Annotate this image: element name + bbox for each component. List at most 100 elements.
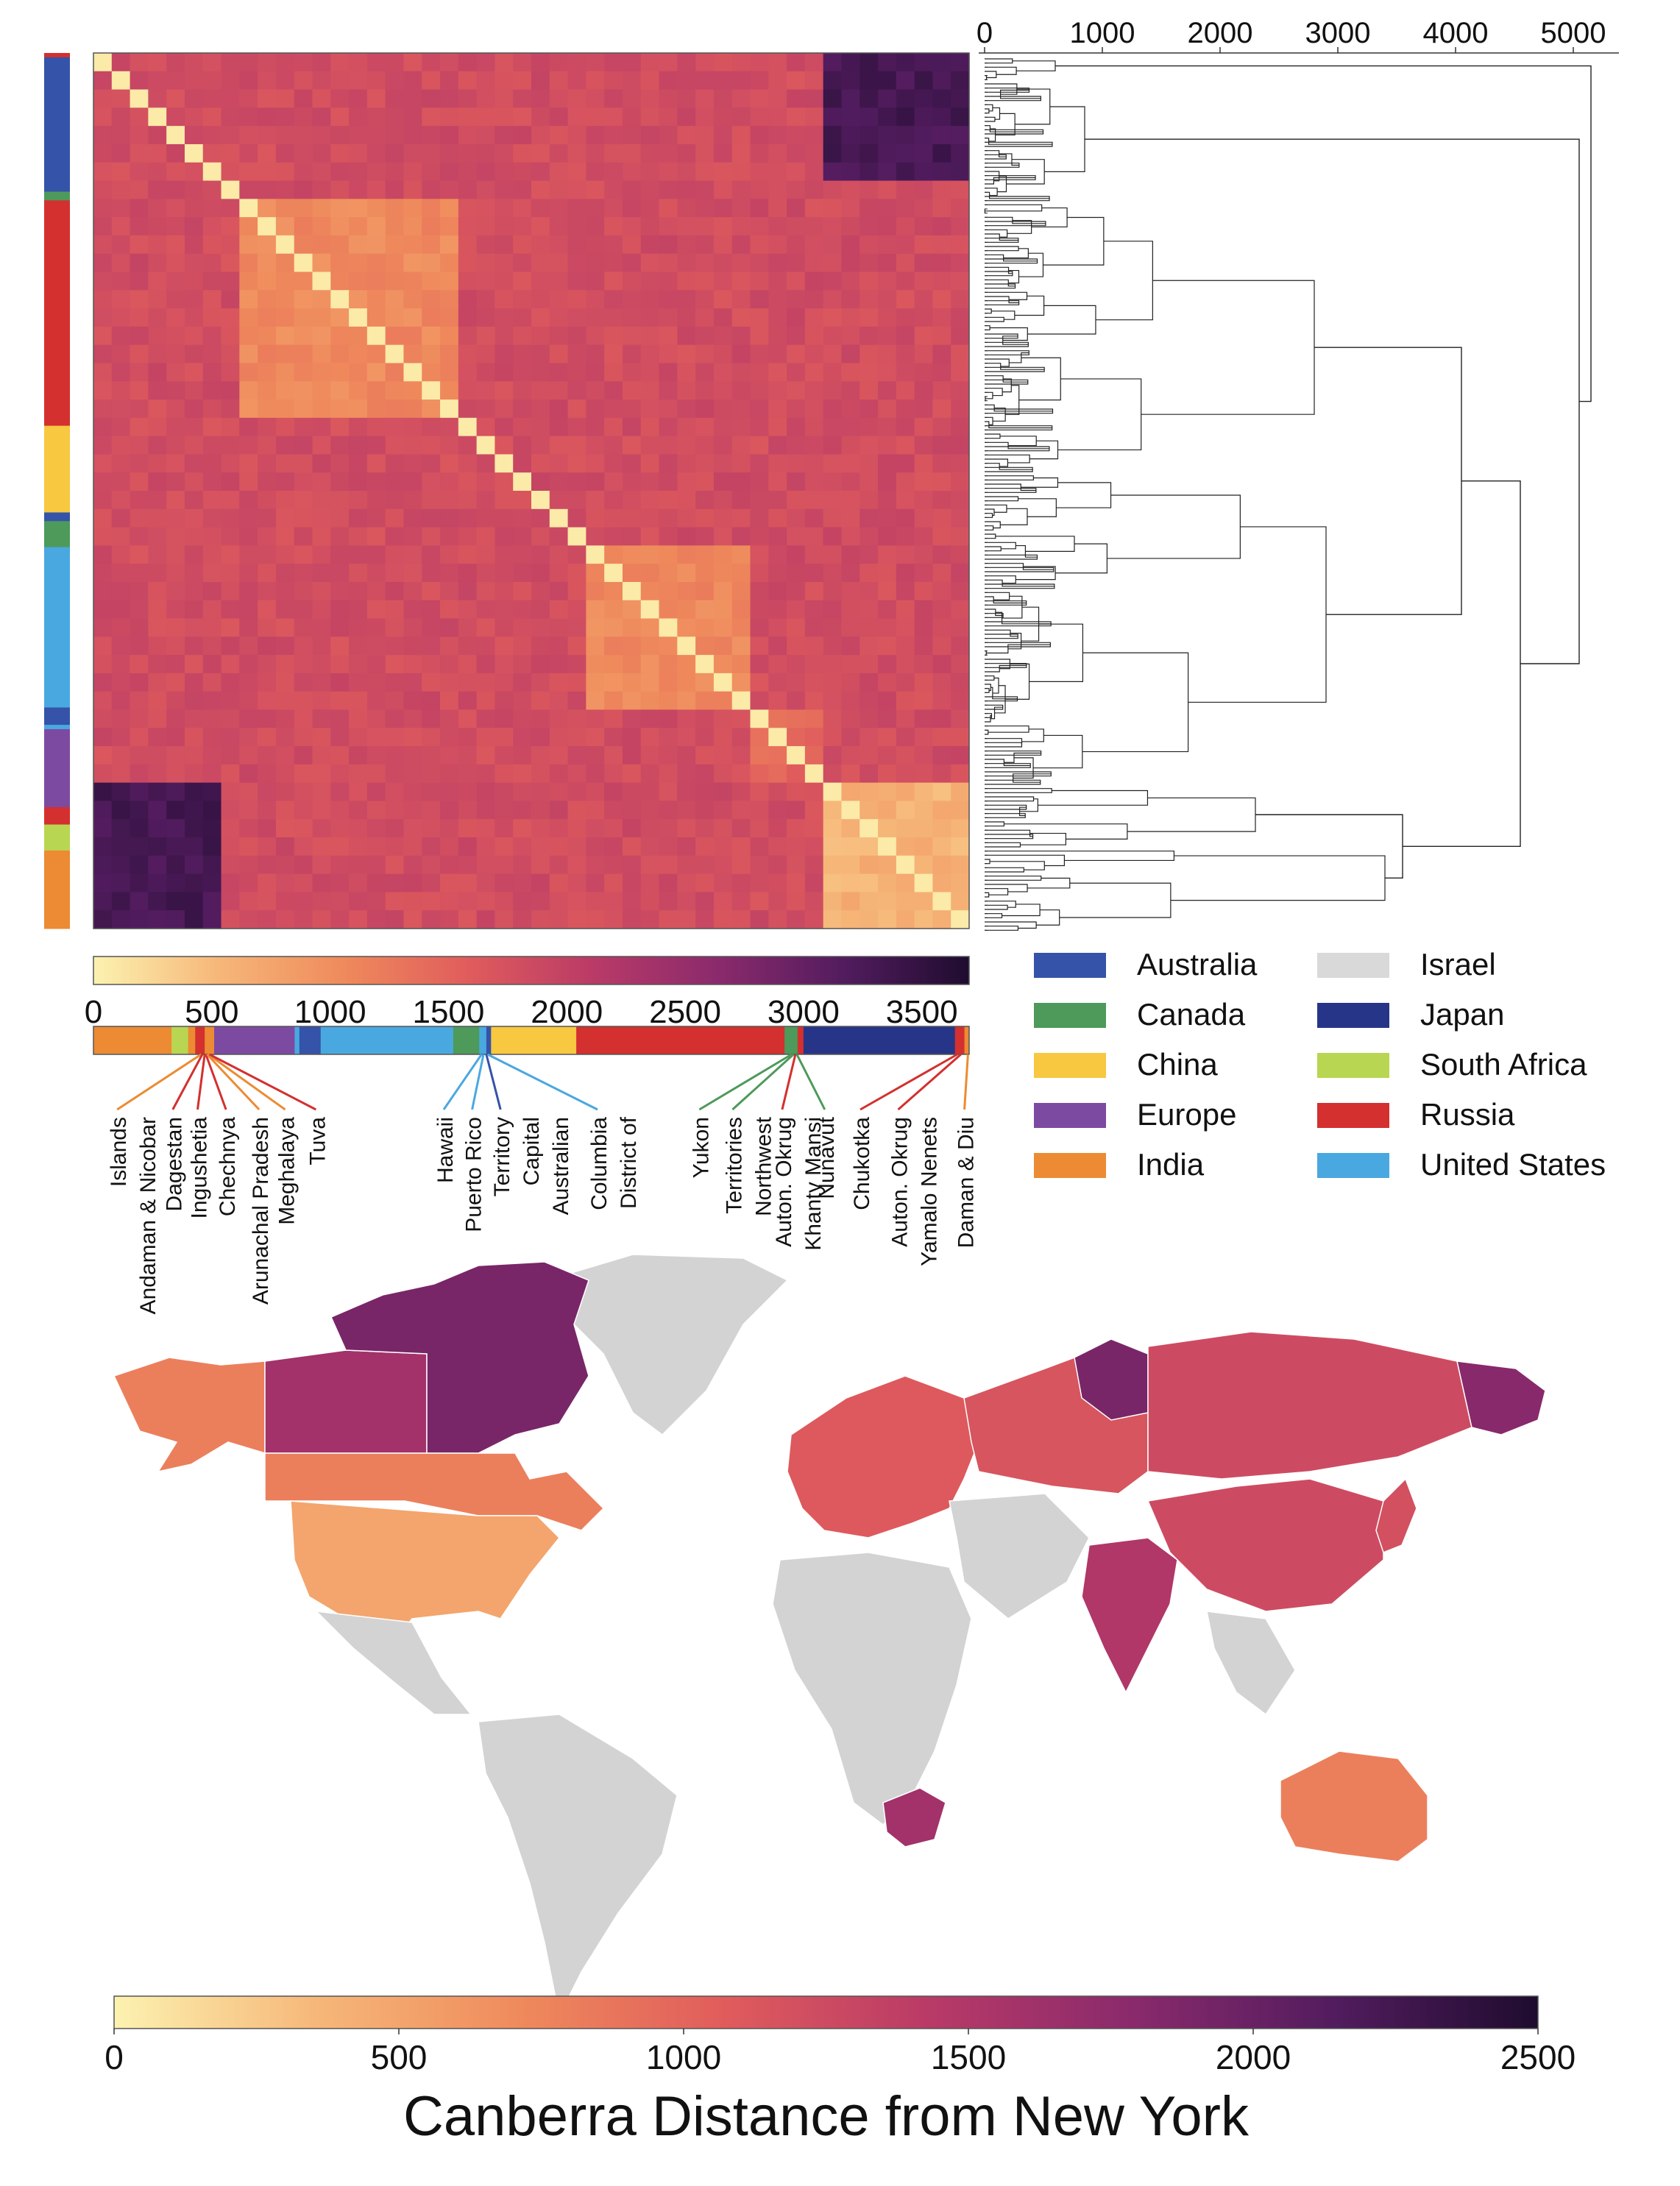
heatmap-cell [531, 253, 550, 273]
heatmap-cell [622, 199, 642, 218]
dendrogram-link [985, 266, 1013, 274]
heatmap-cell [202, 491, 222, 510]
heatmap-cell [531, 491, 550, 510]
heatmap-cell [677, 746, 696, 765]
heatmap-cell [914, 564, 934, 583]
heatmap-cell [166, 472, 185, 492]
heatmap-cell [111, 180, 131, 199]
heatmap-cell [349, 381, 368, 400]
heatmap-cell [422, 600, 441, 620]
heatmap-cell [860, 253, 879, 273]
heatmap-cell [804, 782, 824, 802]
heatmap-cell [860, 381, 879, 400]
heatmap-cell [184, 910, 204, 929]
heatmap-cell [823, 344, 843, 364]
callout-leader [897, 1053, 962, 1111]
heatmap-cell [531, 691, 550, 711]
heatmap-cell [239, 910, 258, 929]
heatmap-cell [403, 527, 422, 546]
heatmap-cell [878, 107, 897, 127]
heatmap-cell [586, 235, 605, 255]
heatmap-cell [385, 873, 405, 893]
heatmap-cell [312, 253, 331, 273]
heatmap-cell [403, 855, 422, 875]
heatmap-cell [659, 855, 678, 875]
heatmap-cell [659, 89, 678, 108]
heatmap-cell [622, 308, 642, 327]
heatmap-cell [476, 417, 496, 437]
heatmap-cell [731, 910, 751, 929]
heatmap-cell [275, 472, 295, 492]
heatmap-cell [586, 290, 605, 309]
heatmap-cell [896, 491, 915, 510]
heatmap-cell [896, 600, 915, 620]
heatmap-cell [549, 618, 569, 637]
heatmap-cell [440, 53, 459, 72]
heatmap-cell [184, 527, 204, 546]
heatmap-cell [823, 253, 843, 273]
strip-segment-south-africa [171, 1026, 189, 1054]
heatmap-cell [731, 491, 751, 510]
heatmap-cell [823, 180, 843, 199]
heatmap-cell [403, 381, 422, 400]
heatmap-cell [804, 454, 824, 473]
heatmap-cell [768, 855, 787, 875]
dendrogram-link [985, 150, 1007, 157]
heatmap-cell [458, 764, 478, 784]
map-region-nunavut [330, 1261, 589, 1454]
heatmap-cell [804, 728, 824, 747]
heatmap-cell [787, 53, 806, 72]
heatmap-cell [312, 290, 331, 309]
dendrogram-link [1015, 88, 1051, 125]
heatmap-cell [804, 326, 824, 346]
heatmap-cell [549, 855, 569, 875]
heatmap-cell [385, 508, 405, 528]
heatmap-cell [914, 290, 934, 309]
strip-segment-japan [803, 1026, 956, 1054]
heatmap-cell [731, 564, 751, 583]
heatmap-cell [750, 782, 769, 802]
heatmap-cell [422, 709, 441, 728]
heatmap-cell [823, 873, 843, 893]
heatmap-cell [731, 508, 751, 528]
heatmap-cell [531, 272, 550, 291]
dendrogram-link [985, 521, 1001, 529]
heatmap-cell [403, 417, 422, 437]
map-region-africa [772, 1552, 972, 1825]
heatmap-cell [184, 564, 204, 583]
heatmap-cell [640, 728, 660, 747]
strip-segment-india [205, 1026, 215, 1054]
heatmap-cell [695, 837, 715, 856]
heatmap-cell [951, 837, 970, 856]
heatmap-cell [258, 71, 277, 91]
heatmap-cell [403, 819, 422, 838]
heatmap-cell [385, 326, 405, 346]
heatmap-cell [513, 600, 532, 620]
heatmap-cell [330, 691, 350, 711]
heatmap-cell [586, 417, 605, 437]
heatmap-cell [659, 527, 678, 546]
heatmap-cell [184, 545, 204, 564]
heatmap-cell [713, 308, 733, 327]
heatmap-cell [622, 89, 642, 108]
map-region-siberia [1147, 1331, 1472, 1480]
heatmap-cell [932, 363, 951, 382]
heatmap-cell [531, 910, 550, 929]
heatmap-cell [677, 162, 696, 182]
strip-segment-europe [214, 1026, 295, 1054]
heatmap-cell [275, 417, 295, 437]
heatmap-cell [750, 709, 769, 728]
heatmap-cell [823, 508, 843, 528]
matrix-colorbar-tick-label: 0 [85, 994, 102, 1030]
heatmap-cell [366, 290, 386, 309]
heatmap-cell [111, 436, 131, 455]
heatmap-cell [567, 728, 586, 747]
heatmap-cell [440, 910, 459, 929]
heatmap-cell [312, 855, 331, 875]
heatmap-cell [531, 308, 550, 327]
heatmap-cell [860, 655, 879, 674]
heatmap-cell [258, 272, 277, 291]
heatmap-cell [677, 253, 696, 273]
heatmap-cell [896, 126, 915, 145]
heatmap-cell [366, 472, 386, 492]
